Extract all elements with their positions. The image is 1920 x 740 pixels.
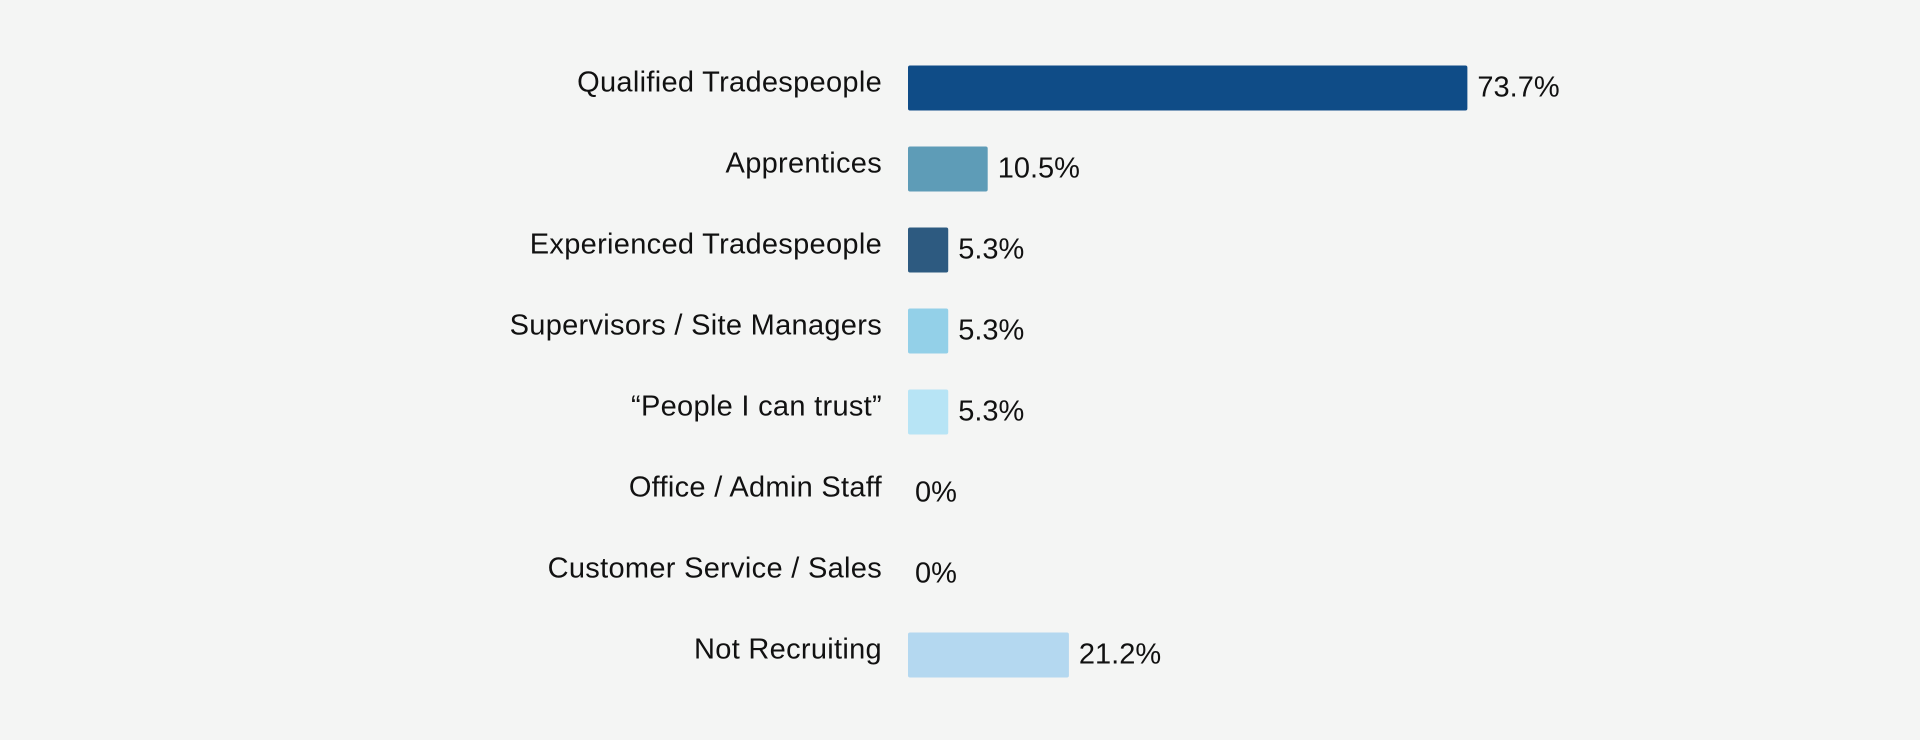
bar	[908, 146, 988, 192]
category-label: Qualified Tradespeople	[577, 67, 882, 99]
bars	[908, 65, 1468, 678]
category-label: Office / Admin Staff	[629, 472, 883, 504]
bar	[908, 227, 949, 273]
data-label: 21.2%	[1079, 639, 1161, 671]
category-label: Experienced Tradespeople	[530, 229, 882, 261]
data-label: 73.7%	[1477, 72, 1559, 104]
category-labels: Qualified Tradespeople Apprentices Experie…	[510, 67, 883, 666]
category-label: Supervisors / Site Managers	[510, 310, 882, 342]
category-label: Apprentices	[726, 148, 882, 180]
data-label: 5.3%	[958, 234, 1024, 266]
bar	[908, 308, 949, 354]
category-label: “People I can trust”	[631, 391, 882, 423]
data-label: 0%	[915, 477, 957, 509]
data-label: 5.3%	[958, 396, 1024, 428]
category-label: Not Recruiting	[694, 634, 882, 666]
data-label: 10.5%	[998, 153, 1080, 185]
bar	[908, 389, 949, 435]
data-label: 5.3%	[958, 315, 1024, 347]
category-label: Customer Service / Sales	[548, 553, 882, 585]
value-labels: 73.7% 10.5% 5.3% 5.3% 5.3% 0% 0% 21.2%	[915, 72, 1560, 671]
bar	[908, 632, 1069, 678]
bar	[908, 65, 1468, 111]
data-label: 0%	[915, 558, 957, 590]
